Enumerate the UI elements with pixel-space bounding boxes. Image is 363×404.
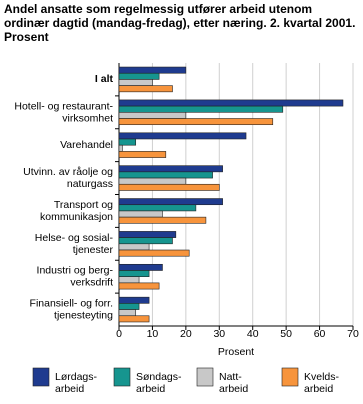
bar — [118, 270, 150, 277]
bar — [118, 231, 177, 238]
bar — [118, 183, 220, 191]
bar — [118, 171, 213, 179]
legend-swatch — [113, 367, 131, 387]
y-tick-label: Finansiell- og forr. tjenesteyting — [30, 297, 114, 321]
y-tick-label: Varehandel — [60, 139, 113, 151]
bar — [118, 151, 167, 158]
bar — [118, 144, 123, 152]
bar — [118, 237, 173, 245]
bar — [118, 165, 223, 173]
bar — [118, 282, 160, 290]
bar — [118, 138, 137, 146]
bar — [118, 72, 160, 80]
y-tick-label: Industri og berg-verksdrift — [37, 264, 114, 288]
bar — [118, 198, 223, 206]
x-tick-label: 0 — [116, 328, 122, 340]
bar — [118, 303, 140, 310]
x-tick-label: 60 — [314, 328, 326, 340]
bar — [118, 66, 187, 74]
y-tick-label: I alt — [95, 73, 114, 85]
bar — [118, 249, 190, 257]
x-tick-label: 20 — [180, 328, 192, 340]
bar — [118, 85, 173, 93]
bar — [118, 263, 163, 271]
bar — [118, 177, 187, 185]
bar — [118, 99, 344, 107]
legend-label: Lørdags-arbeid — [55, 371, 98, 395]
y-tick-label: Helse- og sosial-tjenester — [35, 232, 114, 256]
legend-swatch — [32, 367, 50, 387]
x-tick-label: 70 — [347, 328, 359, 340]
bar — [118, 132, 247, 140]
y-tick-label: Utvinn. av råolje og naturgass — [23, 166, 113, 190]
bar — [118, 112, 187, 119]
bar — [118, 296, 150, 304]
legend-label: Kvelds-arbeid — [304, 371, 340, 395]
bar — [118, 309, 137, 317]
x-tick-label: 40 — [247, 328, 259, 340]
chart-title: Andel ansatte som regelmessig utfører ar… — [4, 2, 356, 44]
legend-swatch — [196, 367, 214, 387]
bar — [118, 118, 274, 126]
x-tick-label: 30 — [213, 328, 225, 340]
bar — [118, 315, 150, 323]
bar — [118, 276, 140, 284]
bar — [118, 210, 163, 218]
x-axis-label: Prosent — [218, 346, 254, 358]
bar — [118, 216, 207, 224]
y-tick-label: Hotell- og restaurant-virksomhet — [14, 100, 113, 124]
legend-label: Natt-arbeid — [219, 371, 248, 395]
x-tick-label: 50 — [280, 328, 292, 340]
y-tick-label: Transport og kommunikasjon — [40, 199, 113, 223]
legend-label: Søndags-arbeid — [136, 371, 182, 395]
legend-swatch — [281, 367, 299, 387]
bar — [118, 243, 150, 251]
x-tick-label: 10 — [147, 328, 159, 340]
bar — [118, 105, 284, 113]
bar — [118, 204, 197, 212]
bar — [118, 79, 153, 86]
